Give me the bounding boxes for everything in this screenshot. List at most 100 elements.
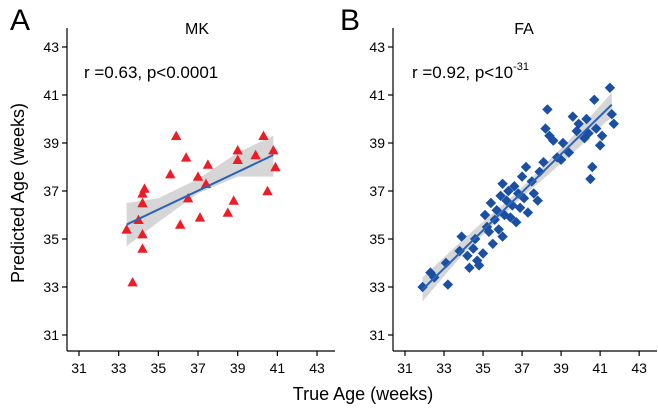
panel-title-fa: FA xyxy=(514,21,534,38)
data-point-fa xyxy=(604,82,616,93)
x-tick-label-fa: 43 xyxy=(631,360,647,376)
y-tick-label-fa: 31 xyxy=(369,327,385,343)
y-tick-label-fa: 39 xyxy=(369,135,385,151)
data-point-fa xyxy=(514,202,526,213)
panel-fa: B FA r =0.92, p<10-31 31 33 35 37 39 41 43 31 33… xyxy=(340,4,657,376)
data-point-fa xyxy=(608,118,619,129)
data-point-fa xyxy=(511,217,522,228)
data-point-fa xyxy=(567,111,578,122)
data-point-fa xyxy=(479,209,491,221)
data-point-fa xyxy=(442,279,454,290)
data-point-fa xyxy=(495,190,506,201)
x-tick-label-mk: 35 xyxy=(151,360,167,376)
y-tick-label-fa: 35 xyxy=(369,231,385,247)
regression-line-fa xyxy=(421,103,613,291)
x-tick-label-fa: 31 xyxy=(397,360,413,376)
data-point-fa xyxy=(509,181,520,192)
data-point-fa xyxy=(499,209,510,221)
y-tick-label-fa: 43 xyxy=(369,39,385,55)
y-tick-label-fa: 33 xyxy=(369,279,385,295)
data-point-mk xyxy=(137,243,148,253)
x-tick-label-fa: 39 xyxy=(553,360,569,376)
data-point-mk xyxy=(137,197,148,208)
y-tick-label-fa: 41 xyxy=(369,87,385,103)
data-point-mk xyxy=(270,161,281,172)
data-point-mk xyxy=(262,185,273,196)
data-point-fa xyxy=(497,231,508,242)
data-point-mk xyxy=(202,159,214,169)
data-point-fa xyxy=(464,262,475,273)
data-point-mk xyxy=(182,193,194,203)
data-point-mk xyxy=(250,149,261,160)
data-point-fa xyxy=(557,137,569,149)
data-point-mk xyxy=(121,224,132,234)
x-tick-label-mk: 37 xyxy=(190,360,206,376)
data-point-fa xyxy=(540,123,551,134)
data-point-fa xyxy=(468,243,479,254)
data-point-fa xyxy=(516,171,528,182)
data-point-fa xyxy=(534,166,545,177)
data-point-fa xyxy=(491,205,502,216)
data-point-fa xyxy=(596,130,608,141)
data-point-fa xyxy=(587,161,598,173)
plot-area-mk: 31 33 35 37 39 41 43 31 33 35 37 39 41 43 xyxy=(43,28,335,376)
data-point-fa xyxy=(454,245,465,257)
data-point-fa xyxy=(522,207,534,218)
data-point-fa xyxy=(520,161,532,173)
y-tick-label-mk: 33 xyxy=(43,279,59,295)
data-point-mk xyxy=(222,207,233,217)
x-tick-label-mk: 31 xyxy=(71,360,87,376)
panel-letter-b: B xyxy=(340,4,360,37)
data-point-fa xyxy=(583,128,594,139)
correlation-annotation-mk: r =0.63, p<0.0001 xyxy=(84,63,218,82)
data-point-fa xyxy=(487,238,498,249)
data-point-fa xyxy=(456,231,467,242)
correlation-annotation-fa: r =0.92, p<10-31 xyxy=(412,61,529,82)
x-tick-label-mk: 39 xyxy=(230,360,246,376)
x-axis-title: True Age (weeks) xyxy=(293,384,433,404)
data-point-fa xyxy=(505,212,516,223)
data-point-mk xyxy=(137,188,148,198)
data-point-fa xyxy=(507,200,518,211)
x-tick-label-fa: 37 xyxy=(514,360,530,376)
data-point-fa xyxy=(606,109,617,120)
data-point-fa xyxy=(581,113,592,125)
x-tick-label-mk: 33 xyxy=(111,360,127,376)
data-point-fa xyxy=(518,193,530,204)
data-point-mk xyxy=(258,130,269,140)
y-tick-label-fa: 37 xyxy=(369,183,385,199)
y-axis-title: Predicted Age (weeks) xyxy=(8,103,28,283)
x-tick-label-fa: 33 xyxy=(436,360,452,376)
data-point-fa xyxy=(440,257,452,269)
data-point-fa xyxy=(497,178,508,189)
data-point-mk xyxy=(165,169,176,179)
data-point-fa xyxy=(503,185,514,197)
data-point-mk xyxy=(228,195,239,205)
data-point-fa xyxy=(538,157,549,168)
data-point-fa xyxy=(571,125,582,137)
y-tick-label-mk: 35 xyxy=(43,231,59,247)
data-point-fa xyxy=(473,260,485,271)
data-point-fa xyxy=(477,248,489,259)
data-point-mk xyxy=(232,154,243,164)
data-point-mk xyxy=(192,171,204,181)
annotation-exponent-fa: -31 xyxy=(513,61,529,73)
data-point-fa xyxy=(542,104,553,115)
data-point-fa xyxy=(591,123,602,134)
y-tick-label-mk: 43 xyxy=(43,39,59,55)
panel-letter-a: A xyxy=(10,4,30,37)
data-point-mk xyxy=(175,219,186,229)
data-point-fa xyxy=(485,197,497,209)
data-point-fa xyxy=(462,250,473,261)
data-point-mk xyxy=(268,145,279,155)
data-point-fa xyxy=(532,195,543,206)
annotation-text-fa: r =0.92, p<10 xyxy=(412,63,513,82)
data-point-fa xyxy=(501,195,512,206)
y-tick-label-mk: 39 xyxy=(43,135,59,151)
data-point-fa xyxy=(585,173,596,185)
data-point-mk xyxy=(137,229,148,239)
data-point-fa xyxy=(528,188,539,199)
data-point-fa xyxy=(594,140,606,151)
data-point-fa xyxy=(513,188,524,199)
